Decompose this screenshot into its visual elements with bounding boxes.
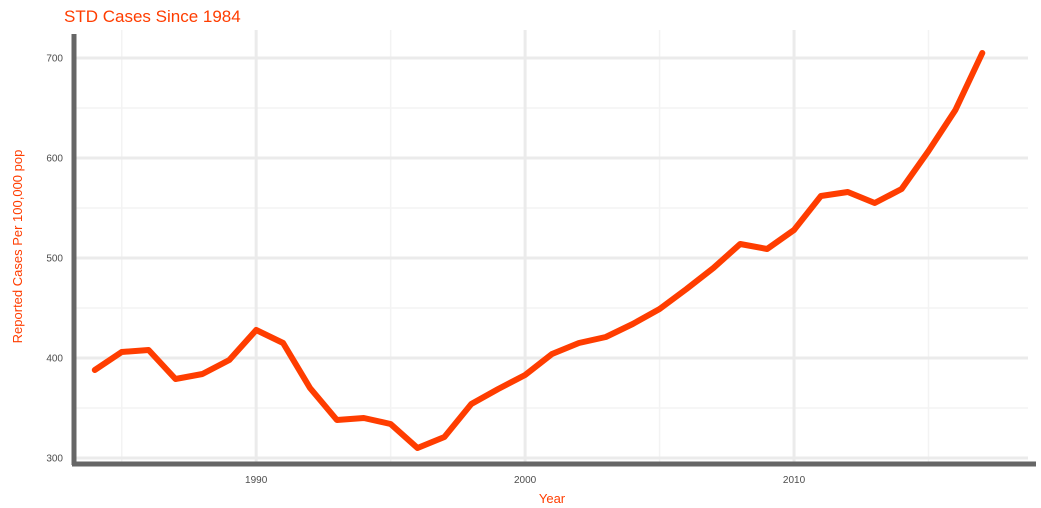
y-tick-label: 500 bbox=[46, 254, 63, 265]
x-axis-title: Year bbox=[539, 491, 566, 506]
x-tick-label: 2000 bbox=[514, 475, 537, 486]
chart-title: STD Cases Since 1984 bbox=[64, 7, 241, 26]
y-axis-title: Reported Cases Per 100,000 pop bbox=[10, 150, 25, 344]
tick-labels: 1990 2000 2010 300 400 500 600 700 bbox=[46, 54, 805, 487]
series-layer bbox=[91, 50, 986, 451]
axes bbox=[71, 34, 1036, 467]
y-tick-label: 600 bbox=[46, 154, 63, 165]
x-tick-label: 2010 bbox=[783, 475, 806, 486]
x-tick-label: 1990 bbox=[245, 475, 268, 486]
y-tick-label: 300 bbox=[46, 454, 63, 465]
series-line bbox=[91, 50, 986, 451]
y-tick-label: 700 bbox=[46, 54, 63, 65]
grid-lines bbox=[76, 30, 1028, 463]
y-tick-label: 400 bbox=[46, 354, 63, 365]
